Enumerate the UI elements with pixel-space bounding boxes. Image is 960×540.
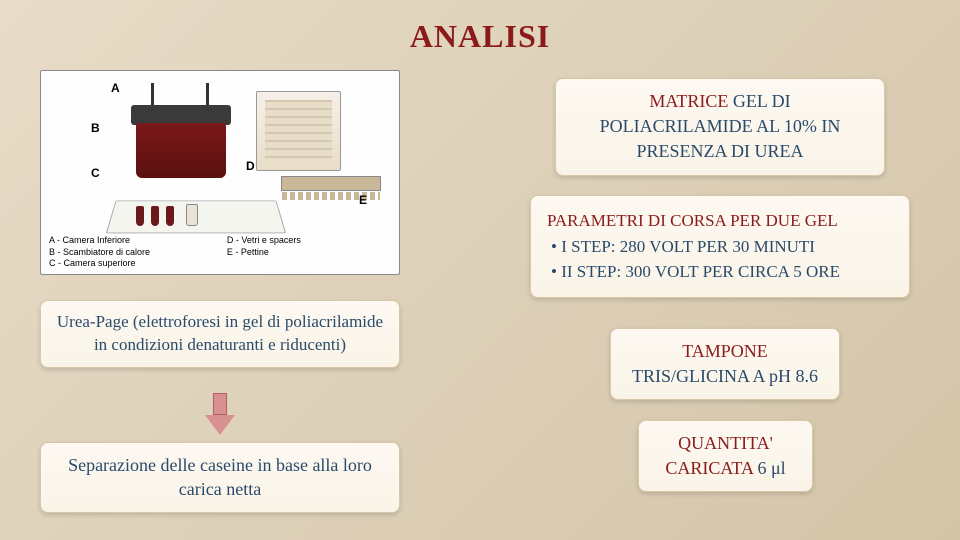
page-title: ANALISI xyxy=(410,18,550,55)
arrow-shaft xyxy=(213,393,227,415)
diagram-label-e: E xyxy=(359,193,367,207)
quantita-value: 6 μl xyxy=(753,458,786,478)
reagent-bottle xyxy=(186,204,198,226)
reagent-tube xyxy=(166,206,174,226)
matrix-text2: POLIACRILAMIDE AL 10% IN xyxy=(600,116,841,136)
legend-e: E - Pettine xyxy=(227,247,391,259)
matrix-box: MATRICE GEL DI POLIACRILAMIDE AL 10% IN … xyxy=(555,78,885,176)
parameters-box: PARAMETRI DI CORSA PER DUE GEL • I STEP:… xyxy=(530,195,910,298)
diagram-legend: A - Camera Inferiore B - Scambiatore di … xyxy=(49,235,391,270)
legend-d: D - Vetri e spacers xyxy=(227,235,391,247)
matrix-text1: GEL DI xyxy=(728,91,790,111)
buffer-box: TAMPONE TRIS/GLICINA A pH 8.6 xyxy=(610,328,840,400)
quantita-label2: CARICATA xyxy=(665,458,753,478)
separation-box: Separazione delle caseine in base alla l… xyxy=(40,442,400,513)
legend-c: C - Camera superiore xyxy=(49,258,213,270)
apparatus-diagram: A B C D E A - Camera Inferiore B - Scamb… xyxy=(40,70,400,275)
matrix-label: MATRICE xyxy=(649,91,728,111)
electrophoresis-tank xyxy=(126,83,236,178)
arrow-head xyxy=(205,415,235,435)
reagent-tube xyxy=(136,206,144,226)
diagram-label-a: A xyxy=(111,81,120,95)
quantita-label1: QUANTITA' xyxy=(678,433,773,453)
tank-chamber xyxy=(136,123,226,178)
params-header: PARAMETRI DI CORSA PER DUE GEL xyxy=(547,208,893,234)
legend-right: D - Vetri e spacers E - Pettine xyxy=(227,235,391,270)
matrix-text3: PRESENZA DI UREA xyxy=(636,141,803,161)
quantity-box: QUANTITA' CARICATA 6 μl xyxy=(638,420,813,492)
gel-plate xyxy=(265,100,332,162)
comb xyxy=(281,176,381,191)
tampone-value: TRIS/GLICINA A pH 8.6 xyxy=(632,366,818,386)
legend-left: A - Camera Inferiore B - Scambiatore di … xyxy=(49,235,213,270)
diagram-label-c: C xyxy=(91,166,100,180)
urea-page-box: Urea-Page (elettroforesi in gel di polia… xyxy=(40,300,400,368)
tampone-label: TAMPONE xyxy=(682,341,768,361)
params-step1: • I STEP: 280 VOLT PER 30 MINUTI xyxy=(547,234,893,260)
legend-b: B - Scambiatore di calore xyxy=(49,247,213,259)
params-step2: • II STEP: 300 VOLT PER CIRCA 5 ORE xyxy=(547,259,893,285)
gel-cassette xyxy=(256,91,341,171)
diagram-label-b: B xyxy=(91,121,100,135)
tank-lid xyxy=(131,105,231,125)
legend-a: A - Camera Inferiore xyxy=(49,235,213,247)
reagent-tube xyxy=(151,206,159,226)
diagram-label-d: D xyxy=(246,159,255,173)
